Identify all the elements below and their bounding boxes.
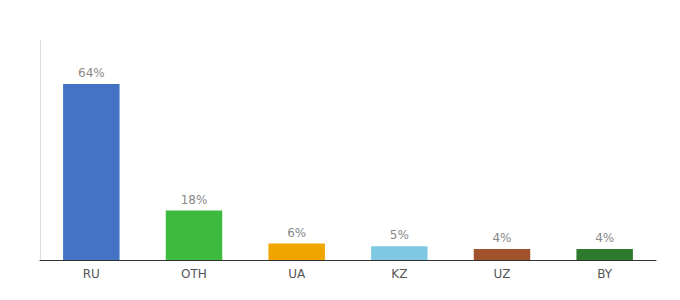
- svg-text:UA: UA: [288, 267, 306, 281]
- svg-text:OTH: OTH: [181, 267, 207, 281]
- svg-text:BY: BY: [597, 267, 613, 281]
- svg-text:4%: 4%: [595, 231, 614, 245]
- svg-text:6%: 6%: [287, 226, 306, 240]
- svg-text:RU: RU: [83, 267, 100, 281]
- svg-text:KZ: KZ: [391, 267, 407, 281]
- svg-text:4%: 4%: [492, 231, 511, 245]
- svg-text:UZ: UZ: [494, 267, 511, 281]
- svg-text:5%: 5%: [390, 228, 409, 242]
- svg-text:64%: 64%: [78, 66, 105, 80]
- svg-text:18%: 18%: [181, 193, 208, 207]
